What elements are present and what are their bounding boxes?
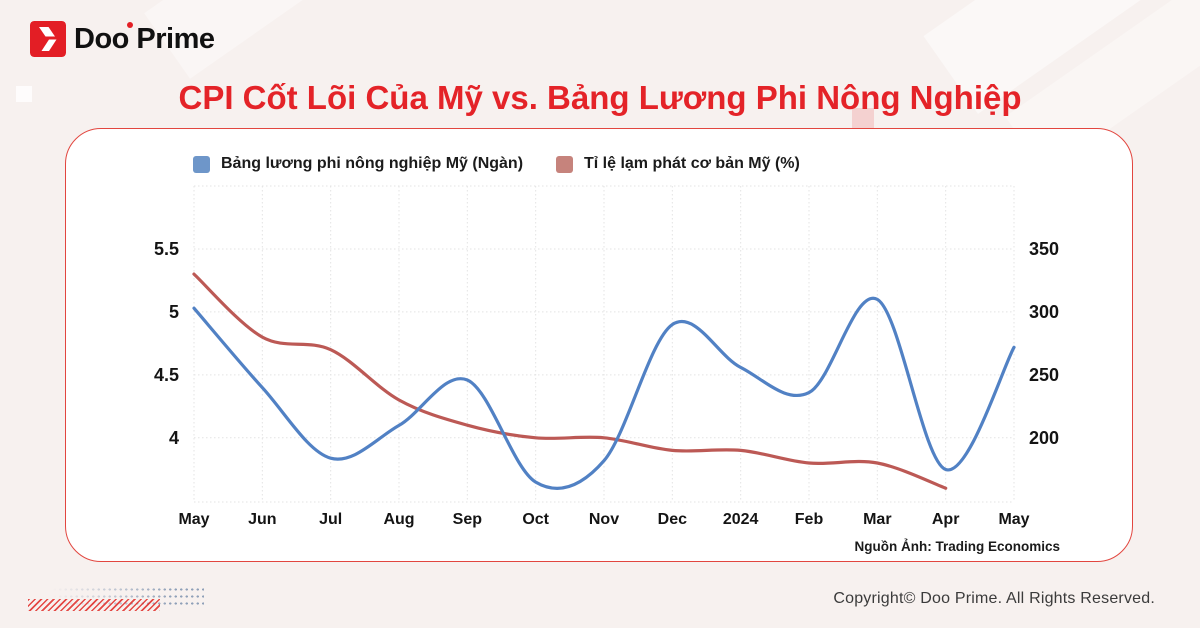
legend-label-payrolls: Bảng lương phi nông nghiệp Mỹ (Ngàn) — [221, 155, 524, 172]
x-axis-label: Jun — [248, 511, 276, 528]
x-axis-label: Dec — [658, 511, 687, 528]
x-axis-label: Aug — [383, 511, 414, 528]
right-axis-tick: 200 — [1029, 428, 1059, 448]
doo-prime-logo-text: Doo Prime — [74, 22, 215, 55]
copyright-text: Copyright© Doo Prime. All Rights Reserve… — [833, 590, 1155, 607]
series-line-cpi — [192, 272, 948, 490]
x-axis-label: Apr — [932, 511, 960, 528]
legend-swatch-cpi — [556, 155, 573, 173]
left-axis-tick: 5.5 — [154, 239, 179, 259]
bg-square-accent — [852, 108, 874, 130]
x-axis-label: May — [178, 511, 209, 528]
x-axis-label: Mar — [863, 511, 891, 528]
legend-item-cpi: Tỉ lệ lạm phát cơ bản Mỹ (%) — [556, 155, 800, 173]
bg-square — [16, 86, 32, 102]
page-title: CPI Cốt Lõi Của Mỹ vs. Bảng Lương Phi Nô… — [178, 79, 1022, 116]
doo-prime-logo-icon — [30, 21, 66, 57]
x-axis-label: 2024 — [723, 511, 759, 528]
x-axis-label: Nov — [589, 511, 619, 528]
left-axis-tick: 5 — [169, 302, 179, 322]
doo-prime-logo: Doo Prime — [30, 21, 215, 57]
left-axis-tick: 4 — [169, 428, 179, 448]
right-axis-tick: 300 — [1029, 302, 1059, 322]
right-axis-tick: 350 — [1029, 239, 1059, 259]
left-axis-tick: 4.5 — [154, 365, 179, 385]
line-chart: 5.5 5 4.5 4 350 300 250 200 May Jun Jul Aug Sep Oct No… — [154, 185, 1059, 528]
logo-i-dot — [127, 22, 133, 28]
deco-red-hatch — [28, 599, 160, 611]
x-axis-label: Jul — [319, 511, 342, 528]
source-note: Nguồn Ảnh: Trading Economics — [854, 539, 1061, 554]
right-axis-tick: 250 — [1029, 365, 1059, 385]
x-axis-label: May — [998, 511, 1029, 528]
legend-label-cpi: Tỉ lệ lạm phát cơ bản Mỹ (%) — [584, 155, 800, 172]
chart-card: Bảng lương phi nông nghiệp Mỹ (Ngàn) Tỉ … — [65, 128, 1133, 562]
legend-item-payrolls: Bảng lương phi nông nghiệp Mỹ (Ngàn) — [193, 155, 523, 173]
x-axis-label: Sep — [453, 511, 483, 528]
x-axis-label: Oct — [522, 511, 549, 528]
chart-legend: Bảng lương phi nông nghiệp Mỹ (Ngàn) Tỉ … — [66, 155, 1132, 175]
x-axis-label: Feb — [795, 511, 824, 528]
legend-swatch-payrolls — [193, 155, 210, 173]
series-line-payrolls — [192, 296, 1016, 490]
